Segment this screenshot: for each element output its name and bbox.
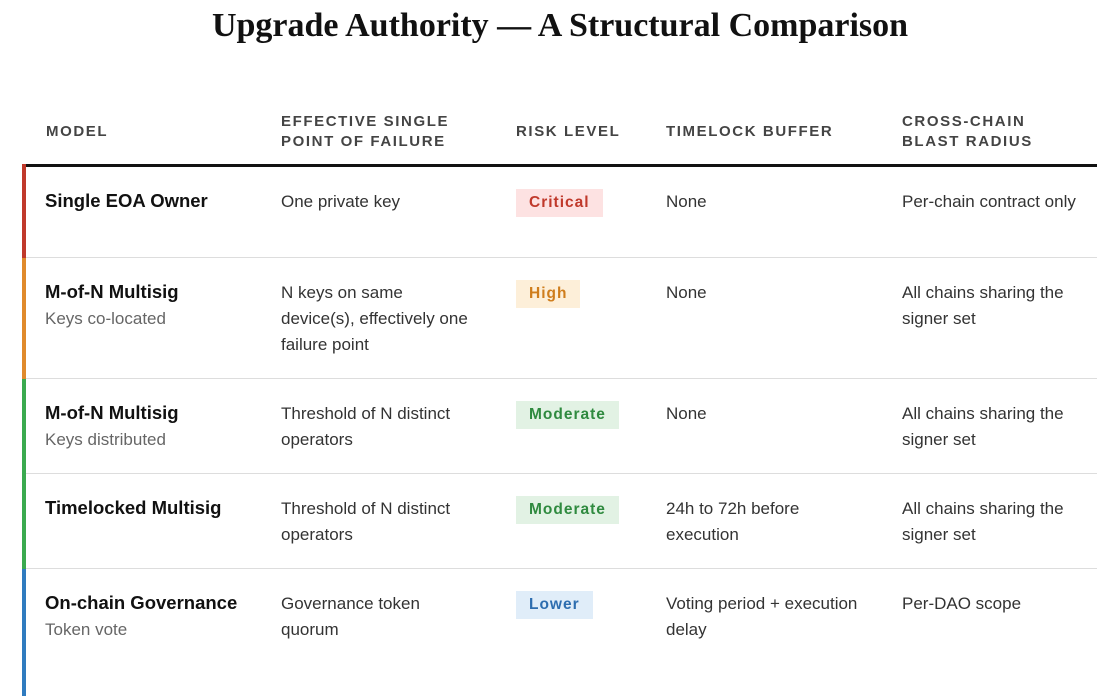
model-name: M-of-N Multisig: [45, 402, 179, 423]
failure-cell: One private key: [259, 165, 494, 258]
blast-radius-cell: All chains sharing the signer set: [880, 257, 1097, 379]
model-cell: Timelocked Multisig: [22, 473, 259, 569]
blast-radius-cell: All chains sharing the signer set: [880, 378, 1097, 474]
column-header: EFFECTIVE SINGLE POINT OF FAILURE: [259, 100, 494, 167]
model-cell: M-of-N Multisig Keys distributed: [22, 378, 259, 474]
risk-badge: Moderate: [516, 401, 619, 429]
table-row: On-chain Governance Token vote Governance …: [22, 568, 1097, 696]
timelock-cell: None: [644, 378, 880, 474]
model-name: Single EOA Owner: [45, 190, 208, 211]
timelock-cell: 24h to 72h before execution: [644, 473, 880, 569]
timelock-cell: Voting period + execution delay: [666, 594, 858, 639]
table-row: M-of-N Multisig Keys co-located N keys on …: [22, 257, 1097, 379]
failure-cell: Threshold of N distinct operators: [259, 473, 494, 569]
table-row: Single EOA Owner One private key Critical N…: [22, 165, 1097, 258]
risk-cell: Moderate: [494, 473, 644, 569]
model-name: On-chain Governance: [45, 592, 238, 613]
column-header: CROSS-CHAIN BLAST RADIUS: [880, 100, 1097, 167]
risk-cell: High: [494, 257, 644, 379]
header-row: MODEL EFFECTIVE SINGLE POINT OF FAILURE RI…: [24, 100, 1097, 167]
failure-cell: Governance token quorum: [281, 594, 420, 639]
column-header: RISK LEVEL: [494, 100, 644, 167]
column-header: TIMELOCK BUFFER: [644, 100, 880, 167]
comparison-table: MODEL EFFECTIVE SINGLE POINT OF FAILURE RI…: [22, 100, 1097, 696]
table-row: Timelocked Multisig Threshold of N distin…: [22, 473, 1097, 569]
title: Upgrade Authority — A Structural Compari…: [211, 7, 909, 44]
failure-cell: Threshold of N distinct operators: [259, 378, 494, 474]
model-subtitle: Keys co-located: [45, 309, 166, 328]
risk-badge: Moderate: [516, 496, 619, 524]
column-header: MODEL: [24, 100, 259, 167]
blast-radius-cell: Per-DAO scope: [902, 594, 1022, 613]
table-row: M-of-N Multisig Keys distributed Threshold…: [22, 378, 1097, 474]
model-subtitle: Keys distributed: [45, 430, 166, 449]
risk-badge: High: [516, 280, 581, 308]
timelock-cell: None: [644, 165, 880, 258]
risk-badge: Lower: [516, 591, 593, 619]
blast-radius-cell: All chains sharing the signer set: [880, 473, 1097, 569]
risk-cell: Moderate: [494, 378, 644, 474]
model-cell: Single EOA Owner: [22, 165, 259, 258]
model-name: M-of-N Multisig: [45, 281, 179, 302]
model-subtitle: Token vote: [45, 620, 128, 639]
risk-cell: Critical: [494, 165, 644, 258]
model-cell: M-of-N Multisig Keys co-located: [22, 257, 259, 379]
risk-cell: Lower: [494, 569, 644, 696]
model-cell: On-chain Governance Token vote: [22, 568, 259, 696]
failure-cell: N keys on same device(s), effectively on…: [259, 257, 494, 379]
model-name: Timelocked Multisig: [45, 497, 222, 518]
blast-radius-cell: Per-chain contract only: [880, 165, 1097, 258]
timelock-cell: None: [644, 257, 880, 379]
risk-badge: Critical: [516, 189, 603, 217]
